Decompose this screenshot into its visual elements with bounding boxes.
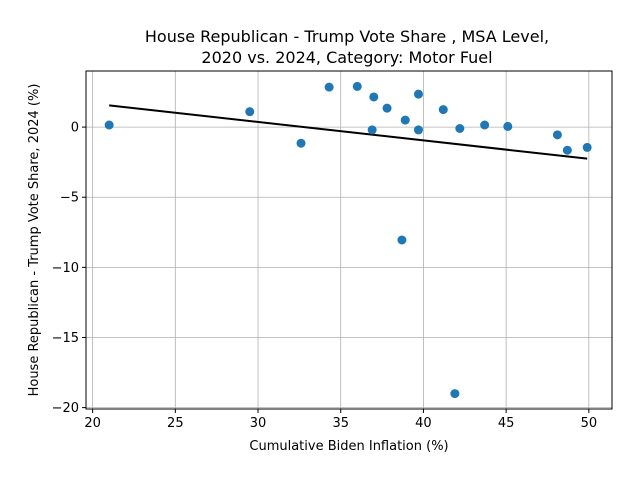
data-point bbox=[369, 92, 379, 102]
x-axis-label: Cumulative Biden Inflation (%) bbox=[249, 439, 448, 454]
y-tick-label: −15 bbox=[52, 331, 79, 346]
x-tick-label: 20 bbox=[84, 416, 101, 431]
data-point bbox=[397, 235, 407, 245]
data-point bbox=[552, 130, 562, 140]
x-tick-label: 25 bbox=[167, 416, 184, 431]
data-point bbox=[382, 103, 392, 113]
x-tick-label: 50 bbox=[581, 416, 598, 431]
data-point bbox=[367, 125, 377, 135]
data-point bbox=[450, 389, 460, 399]
y-tick-label: −5 bbox=[60, 191, 79, 206]
x-tick-label: 45 bbox=[498, 416, 515, 431]
trend-line-layer bbox=[109, 104, 588, 160]
chart-title-line-1: House Republican - Trump Vote Share , MS… bbox=[145, 27, 549, 46]
x-tick-label: 30 bbox=[250, 416, 267, 431]
plot-frame bbox=[85, 70, 613, 410]
trend-line bbox=[109, 104, 588, 160]
data-point bbox=[503, 121, 513, 131]
data-point bbox=[480, 120, 490, 130]
data-point bbox=[400, 115, 410, 125]
points-layer bbox=[104, 81, 592, 399]
data-point bbox=[582, 142, 592, 152]
y-axis-label: House Republican - Trump Vote Share, 202… bbox=[27, 84, 42, 397]
x-tick-label: 40 bbox=[415, 416, 432, 431]
y-tick-label: −10 bbox=[52, 261, 79, 276]
data-point bbox=[324, 82, 334, 92]
y-tick-label: −20 bbox=[52, 401, 79, 416]
data-point bbox=[104, 120, 114, 130]
data-point bbox=[245, 107, 255, 117]
y-tick-label: 0 bbox=[71, 121, 79, 136]
data-point bbox=[562, 145, 572, 155]
data-point bbox=[413, 125, 423, 135]
data-point bbox=[455, 124, 465, 134]
data-point bbox=[352, 81, 362, 91]
data-point bbox=[438, 105, 448, 115]
tick-layer: 20 25 30 35 40 45 50 0 −5 −10 −15 −20 bbox=[52, 121, 598, 431]
chart-title-line-2: 2020 vs. 2024, Category: Motor Fuel bbox=[201, 48, 492, 67]
data-point bbox=[296, 138, 306, 148]
data-point bbox=[413, 89, 423, 99]
x-tick-label: 35 bbox=[332, 416, 349, 431]
